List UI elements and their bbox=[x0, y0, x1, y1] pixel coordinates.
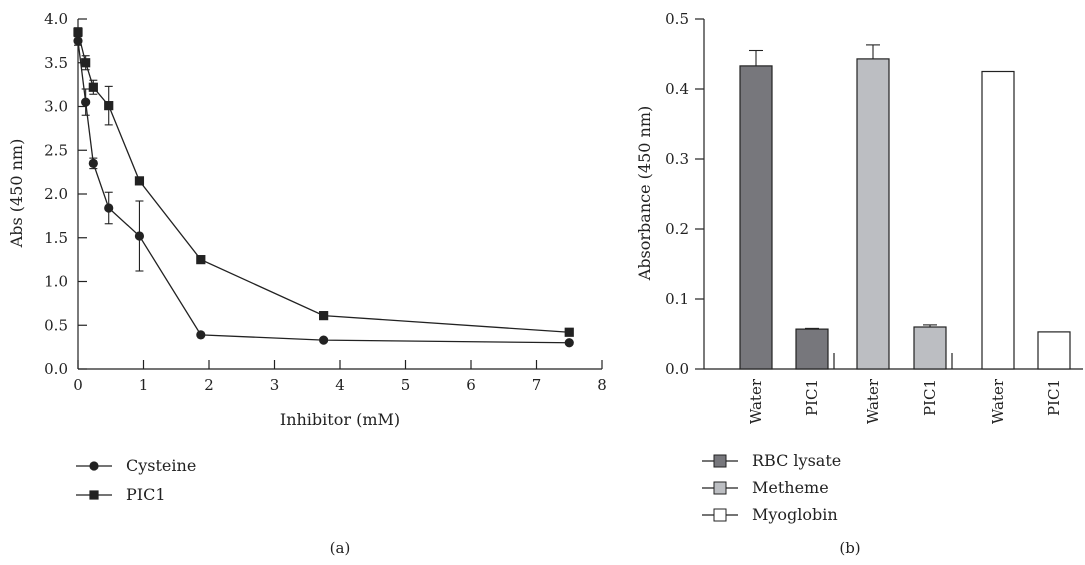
y-tick-label: 0.3 bbox=[665, 150, 689, 168]
x-category-label: PIC1 bbox=[921, 379, 939, 416]
legend-item-myoglobin: Myoglobin bbox=[702, 505, 838, 524]
x-category-label: Water bbox=[989, 378, 1007, 424]
series-pic1 bbox=[73, 27, 574, 337]
x-axis-title: Inhibitor (mM) bbox=[280, 410, 400, 429]
x-tick-label: 0 bbox=[73, 376, 83, 394]
data-point bbox=[104, 203, 114, 213]
legend-label: RBC lysate bbox=[752, 451, 841, 470]
data-point bbox=[319, 311, 329, 321]
legend-label: PIC1 bbox=[126, 485, 166, 504]
bar-chart-bars bbox=[739, 44, 1071, 370]
data-point bbox=[564, 327, 574, 337]
bar bbox=[1037, 331, 1071, 370]
bar-group-rbc-lysate bbox=[739, 49, 829, 370]
data-point bbox=[134, 231, 145, 241]
y-tick-label: 0.0 bbox=[665, 360, 689, 378]
line-chart-series bbox=[73, 27, 574, 348]
bar-group-metheme bbox=[856, 44, 947, 370]
x-category-label: Water bbox=[864, 378, 882, 424]
legend-label: Metheme bbox=[752, 478, 829, 497]
y-axis-title: Absorbance (450 nm) bbox=[635, 106, 654, 281]
x-category-label: PIC1 bbox=[1045, 379, 1063, 416]
panel-label-a: (a) bbox=[330, 539, 351, 557]
data-point bbox=[73, 27, 83, 37]
bar bbox=[981, 70, 1015, 370]
line-chart-panel: 0.0 0.5 1.0 1.5 2.0 2.5 3.0 3.5 4.0 0 1 2 3 4 5 6 7 8 Inh… bbox=[7, 10, 607, 557]
bar bbox=[795, 328, 829, 370]
y-tick-label: 0.2 bbox=[665, 220, 689, 238]
bar-group-myoglobin bbox=[981, 70, 1071, 370]
bar bbox=[856, 58, 890, 370]
x-tick-label: 6 bbox=[466, 376, 476, 394]
y-tick-label: 0.4 bbox=[665, 80, 689, 98]
legend-item-pic1: PIC1 bbox=[76, 485, 166, 504]
y-tick-label: 0.1 bbox=[665, 290, 689, 308]
x-tick-label: 4 bbox=[335, 376, 345, 394]
legend-label: Myoglobin bbox=[752, 505, 838, 524]
series-line bbox=[77, 40, 570, 344]
y-tick-label: 0.0 bbox=[44, 360, 68, 378]
y-tick-label: 3.0 bbox=[44, 98, 68, 116]
x-tick-label: 8 bbox=[597, 376, 607, 394]
line-chart-legend: Cysteine PIC1 bbox=[76, 456, 196, 504]
legend-item-cysteine: Cysteine bbox=[76, 456, 196, 475]
data-point bbox=[319, 335, 329, 345]
legend-marker bbox=[89, 490, 99, 500]
y-tick-label: 2.0 bbox=[44, 185, 68, 203]
data-point bbox=[104, 101, 114, 111]
series-line bbox=[77, 31, 570, 333]
bar bbox=[913, 326, 947, 370]
legend-label: Cysteine bbox=[126, 456, 196, 475]
data-point bbox=[81, 97, 91, 107]
legend-swatch bbox=[713, 454, 727, 468]
y-tick-label: 2.5 bbox=[44, 141, 68, 159]
series-cysteine bbox=[73, 35, 574, 348]
data-point bbox=[196, 330, 206, 340]
y-tick-label: 1.0 bbox=[44, 273, 68, 291]
data-point bbox=[81, 58, 91, 68]
y-tick-label: 1.5 bbox=[44, 229, 68, 247]
x-category-label: Water bbox=[747, 378, 765, 424]
data-point bbox=[564, 338, 574, 348]
legend-item-metheme: Metheme bbox=[702, 478, 829, 497]
x-tick-label: 7 bbox=[532, 376, 542, 394]
y-axis-title: Abs (450 nm) bbox=[7, 139, 26, 249]
line-chart-ticks: 0.0 0.5 1.0 1.5 2.0 2.5 3.0 3.5 4.0 0 1 2 3 4 5 6 7 8 bbox=[44, 10, 607, 394]
data-point bbox=[88, 82, 98, 92]
y-tick-label: 4.0 bbox=[44, 10, 68, 28]
x-tick-label: 5 bbox=[401, 376, 411, 394]
x-tick-label: 2 bbox=[204, 376, 214, 394]
bar bbox=[739, 65, 773, 370]
legend-marker bbox=[89, 461, 99, 471]
y-tick-label: 0.5 bbox=[44, 316, 68, 334]
legend-item-rbc-lysate: RBC lysate bbox=[702, 451, 841, 470]
data-point bbox=[196, 255, 206, 265]
y-tick-label: 0.5 bbox=[665, 10, 689, 28]
legend-swatch bbox=[713, 508, 727, 522]
bar-chart-ticks: 0.0 0.1 0.2 0.3 0.4 0.5 bbox=[665, 10, 953, 378]
y-tick-label: 3.5 bbox=[44, 54, 68, 72]
data-point bbox=[134, 176, 145, 186]
x-tick-label: 3 bbox=[270, 376, 280, 394]
x-tick-label: 1 bbox=[139, 376, 149, 394]
panel-label-b: (b) bbox=[839, 539, 860, 557]
x-category-label: PIC1 bbox=[803, 379, 821, 416]
bar-chart-legend: RBC lysate Metheme Myoglobin bbox=[702, 451, 841, 524]
data-point bbox=[88, 158, 98, 168]
legend-swatch bbox=[713, 481, 727, 495]
bar-chart-panel: 0.00.10.20.30.40.5 Water PIC1 Water PIC1 Wat… bbox=[635, 10, 1083, 557]
bar-chart-category-labels: Water PIC1 Water PIC1 Water PIC1 bbox=[747, 378, 1063, 424]
